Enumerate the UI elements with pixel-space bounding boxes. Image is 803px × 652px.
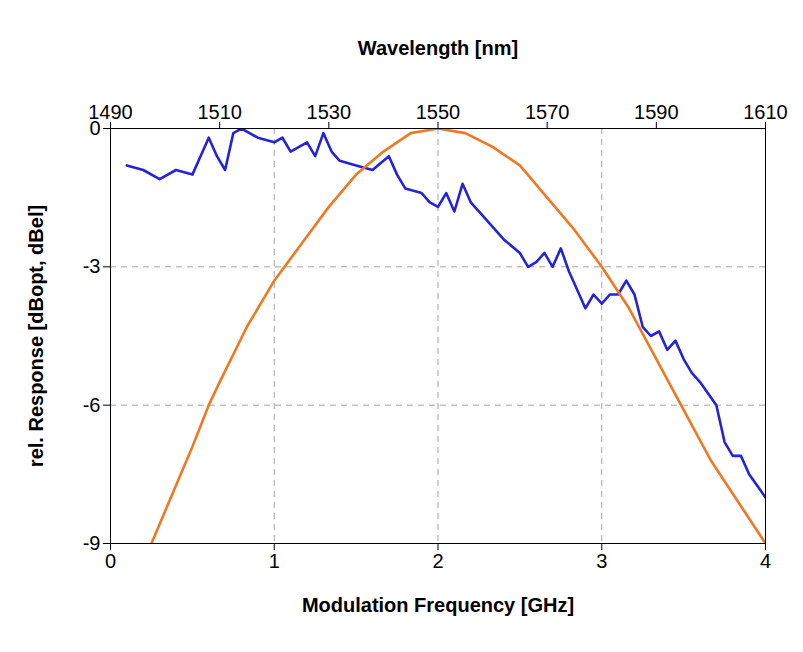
- svg-text:-3: -3: [83, 255, 101, 277]
- svg-text:3: 3: [596, 550, 607, 572]
- svg-text:1550: 1550: [416, 101, 461, 123]
- svg-text:1530: 1530: [307, 101, 352, 123]
- svg-text:Wavelength [nm]: Wavelength [nm]: [358, 37, 518, 59]
- svg-text:0: 0: [105, 550, 116, 572]
- svg-text:-6: -6: [83, 394, 101, 416]
- svg-text:0: 0: [89, 117, 100, 139]
- svg-text:1490: 1490: [88, 100, 133, 123]
- svg-text:1610: 1610: [743, 101, 788, 123]
- svg-text:-9: -9: [83, 532, 101, 554]
- svg-text:1510: 1510: [197, 101, 242, 123]
- svg-text:1590: 1590: [634, 101, 679, 123]
- svg-text:2: 2: [432, 550, 443, 572]
- svg-text:1: 1: [269, 550, 280, 572]
- svg-text:rel. Response [dBopt, dBel]: rel. Response [dBopt, dBel]: [25, 205, 47, 467]
- svg-text:1570: 1570: [525, 101, 570, 123]
- svg-text:Modulation Frequency [GHz]: Modulation Frequency [GHz]: [302, 594, 574, 616]
- svg-text:4: 4: [760, 550, 771, 572]
